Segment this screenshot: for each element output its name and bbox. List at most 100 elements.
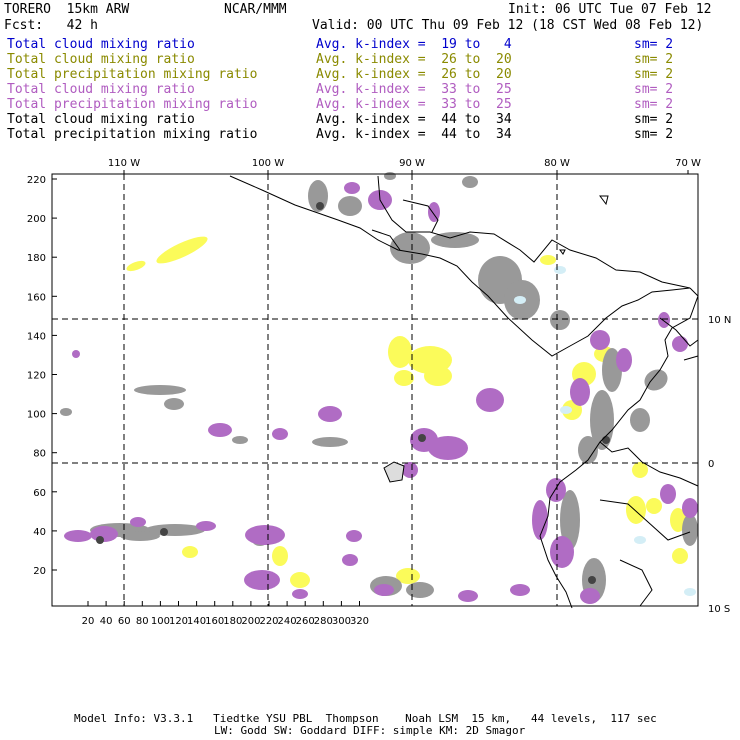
gray-cloud-blob <box>134 385 186 395</box>
purple-cloud-blob <box>672 336 688 352</box>
yellow-cloud-blob <box>424 366 452 386</box>
gray-cloud-blob <box>390 232 430 264</box>
longitude-label: 90 W <box>399 158 425 169</box>
gray-cloud-blob <box>120 531 160 541</box>
latitude-label: 0 <box>708 459 714 470</box>
latitude-label: 10 S <box>708 604 730 615</box>
yellow-cloud-blob <box>182 546 198 558</box>
dark-cloud-core <box>602 436 610 444</box>
x-tick-label: 40 <box>100 616 113 627</box>
longitude-label: 100 W <box>252 158 284 169</box>
cyan-cloud-blob <box>514 296 526 304</box>
dark-cloud-core <box>418 434 426 442</box>
purple-cloud-blob <box>532 500 548 540</box>
cyan-cloud-blob <box>554 266 566 274</box>
purple-cloud-blob <box>428 436 468 460</box>
latitude-label: 10 N <box>708 315 731 326</box>
legend-kindex: Avg. k-index = 26 to 20 <box>316 67 512 82</box>
gray-cloud-blob <box>560 490 580 550</box>
purple-cloud-blob <box>318 406 342 422</box>
legend-kindex: Avg. k-index = 44 to 34 <box>316 112 512 127</box>
gray-cloud-blob <box>590 390 614 450</box>
purple-cloud-blob <box>682 498 698 518</box>
legend-name: Total precipitation mixing ratio <box>7 127 258 142</box>
x-tick-label: 280 <box>314 616 333 627</box>
x-tick-label: 260 <box>296 616 315 627</box>
purple-cloud-blob <box>550 536 574 568</box>
map-frame <box>51 173 699 607</box>
gray-cloud-blob <box>644 369 668 391</box>
yellow-cloud-blob <box>156 236 208 264</box>
purple-cloud-blob <box>245 525 285 545</box>
purple-cloud-blob <box>346 530 362 542</box>
purple-cloud-blob <box>244 570 280 590</box>
x-tick-label: 60 <box>118 616 131 627</box>
legend-sm: sm= 2 <box>634 82 674 97</box>
yellow-cloud-blob <box>290 572 310 588</box>
legend-kindex: Avg. k-index = 19 to 4 <box>316 37 512 52</box>
dark-cloud-core <box>316 202 324 210</box>
x-tick-label: 120 <box>169 616 188 627</box>
y-tick-label: 20 <box>33 566 46 577</box>
gray-cloud-blob <box>232 436 248 444</box>
dark-cloud-core <box>588 576 596 584</box>
x-tick-label: 300 <box>332 616 351 627</box>
legend-kindex: Avg. k-index = 33 to 25 <box>316 97 512 112</box>
purple-cloud-blob <box>658 312 670 328</box>
org-name: NCAR/MMM <box>224 2 287 17</box>
legend-name: Total cloud mixing ratio <box>7 37 195 52</box>
yellow-cloud-blob <box>272 546 288 566</box>
legend-sm: sm= 2 <box>634 37 674 52</box>
legend-kindex: Avg. k-index = 26 to 20 <box>316 52 512 67</box>
purple-cloud-blob <box>580 588 600 604</box>
x-tick-label: 200 <box>241 616 260 627</box>
gray-cloud-blob <box>630 408 650 432</box>
gray-cloud-blob <box>145 524 205 536</box>
x-tick-label: 320 <box>350 616 369 627</box>
purple-cloud-blob <box>72 350 80 358</box>
x-tick-label: 80 <box>136 616 149 627</box>
gray-cloud-blob <box>578 436 598 464</box>
purple-cloud-blob <box>476 388 504 412</box>
x-tick-label: 140 <box>187 616 206 627</box>
model-info: Model Info: V3.3.1 Tiedtke YSU PBL Thomp… <box>74 712 657 725</box>
cyan-cloud-blob <box>634 536 646 544</box>
x-tick-label: 180 <box>223 616 242 627</box>
y-tick-label: 60 <box>33 488 46 499</box>
gray-cloud-blob <box>338 196 362 216</box>
yellow-cloud-blob <box>632 462 648 478</box>
yellow-cloud-blob <box>626 496 646 524</box>
purple-cloud-blob <box>342 554 358 566</box>
y-tick-label: 100 <box>27 410 46 421</box>
forecast-hour: Fcst: 42 h <box>4 18 98 33</box>
gray-cloud-blob <box>60 408 72 416</box>
y-tick-label: 40 <box>33 527 46 538</box>
purple-cloud-blob <box>616 348 632 372</box>
cloud-fields <box>60 172 698 604</box>
yellow-cloud-blob <box>646 498 662 514</box>
purple-cloud-blob <box>458 590 478 602</box>
legend-name: Total precipitation mixing ratio <box>7 97 258 112</box>
coastlines <box>229 175 699 609</box>
legend-name: Total cloud mixing ratio <box>7 52 195 67</box>
purple-cloud-blob <box>208 423 232 437</box>
purple-cloud-blob <box>272 428 288 440</box>
yellow-cloud-blob <box>540 255 556 265</box>
init-time: Init: 06 UTC Tue 07 Feb 12 <box>508 2 712 17</box>
yellow-cloud-blob <box>396 568 420 584</box>
x-tick-label: 220 <box>259 616 278 627</box>
longitude-label: 110 W <box>108 158 140 169</box>
gray-cloud-blob <box>312 437 348 447</box>
purple-cloud-blob <box>590 330 610 350</box>
y-tick-label: 220 <box>27 175 46 186</box>
purple-cloud-blob <box>90 526 118 542</box>
x-tick-label: 240 <box>278 616 297 627</box>
y-tick-label: 140 <box>27 331 46 342</box>
cyan-cloud-blob <box>560 406 572 414</box>
legend-sm: sm= 2 <box>634 112 674 127</box>
yellow-cloud-blob <box>670 508 686 532</box>
legend-kindex: Avg. k-index = 33 to 25 <box>316 82 512 97</box>
purple-cloud-blob <box>196 521 216 531</box>
gray-cloud-blob <box>462 176 478 188</box>
